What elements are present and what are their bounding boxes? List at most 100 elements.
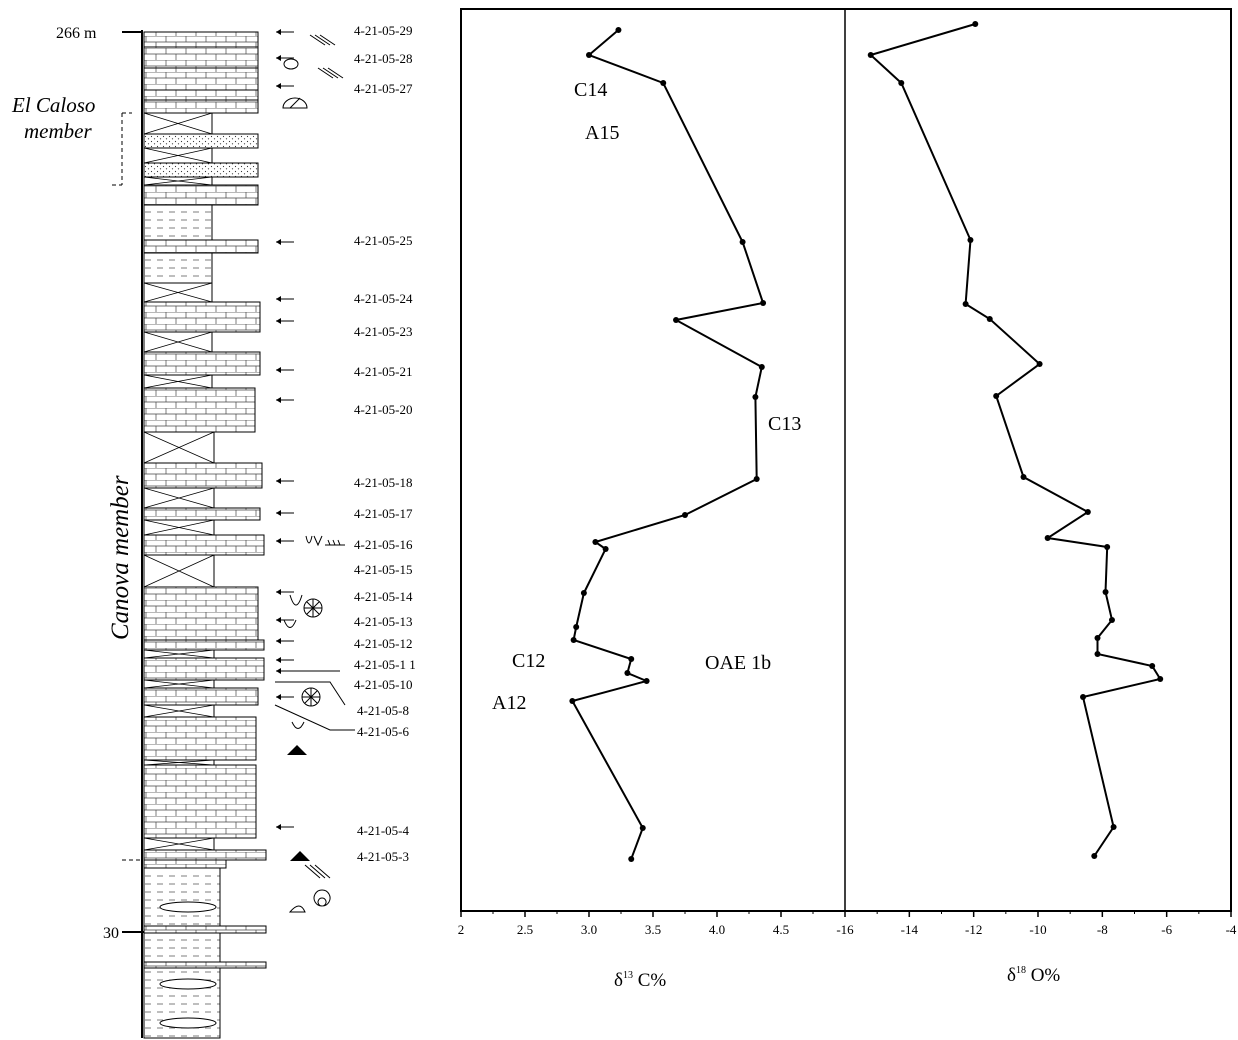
data-point: [570, 637, 577, 643]
covered-interval-cross: [143, 679, 215, 689]
data-point: [573, 624, 580, 630]
data-point: [760, 300, 767, 306]
plant-fragment-icon: [325, 539, 345, 546]
data-point: [628, 856, 635, 862]
connector-line: [275, 681, 346, 706]
data-point: [1020, 474, 1027, 480]
data-point: [602, 546, 609, 552]
sample-arrows: [276, 29, 340, 830]
bed-limestone: [143, 925, 267, 934]
lamination-icon: [317, 67, 344, 79]
sample-arrow-head: [276, 638, 281, 644]
bed-limestone: [143, 89, 259, 101]
hiatus-triangle-icon: [290, 851, 310, 861]
data-point: [867, 52, 874, 58]
sample-arrow-head: [276, 296, 281, 302]
data-point: [1110, 824, 1117, 830]
data-point: [986, 316, 993, 322]
burrow-icon: [291, 721, 305, 729]
data-point: [967, 237, 974, 243]
data-point: [1036, 361, 1043, 367]
bed-limestone: [143, 687, 259, 706]
covered-interval-cross: [143, 519, 215, 536]
carbon-axis-label: δ13 C%: [614, 970, 666, 991]
covered-interval-cross: [143, 176, 213, 186]
bed-limestone: [143, 639, 265, 651]
bivalve-icon: [288, 905, 306, 913]
sample-arrow-head: [276, 510, 281, 516]
data-point: [753, 476, 760, 482]
x-tick-label: -8: [1097, 922, 1108, 937]
covered-interval-cross: [143, 837, 215, 851]
sample-label: 4-21-05-13: [354, 614, 413, 629]
data-point: [1084, 509, 1091, 515]
x-tick-label: 3.0: [581, 922, 597, 937]
data-point: [962, 301, 969, 307]
covered-interval-cross: [143, 282, 213, 303]
data-point: [580, 590, 587, 596]
covered-interval-cross: [143, 554, 215, 588]
oxygen-x-axis: -16 -14 -12 -10 -8 -6 -4: [836, 911, 1237, 937]
el-caloso-label-1: El Caloso: [11, 93, 95, 117]
covered-interval-cross: [143, 487, 215, 509]
data-point: [1044, 535, 1051, 541]
x-tick-label: 4.5: [773, 922, 789, 937]
sample-labels: 4-21-05-29 4-21-05-28 4-21-05-27 4-21-05-25…: [354, 23, 416, 864]
ammonite-icon: [313, 889, 331, 907]
connector-line: [274, 704, 355, 731]
data-point: [993, 393, 1000, 399]
x-tick-label: -6: [1161, 922, 1172, 937]
el-caloso-label-2: member: [24, 119, 92, 143]
sample-label: 4-21-05-24: [354, 291, 413, 306]
bed-limestone: [143, 849, 267, 861]
x-tick-label: 4.0: [709, 922, 725, 937]
sample-label: 4-21-05-28: [354, 51, 413, 66]
sample-label: 4-21-05-1 1: [354, 657, 416, 672]
bed-limestone: [143, 764, 257, 839]
covered-interval-cross: [143, 649, 215, 659]
log-beds: [143, 31, 267, 1039]
data-point: [615, 27, 622, 33]
series-line: [868, 23, 1162, 857]
annotation-a15: A15: [585, 122, 619, 144]
sample-label: 4-21-05-15: [354, 562, 413, 577]
covered-interval-cross: [143, 112, 213, 135]
data-point: [628, 656, 635, 662]
covered-interval-cross: [143, 331, 213, 353]
covered-interval-cross: [143, 374, 213, 389]
data-point: [1094, 651, 1101, 657]
data-point: [1094, 635, 1101, 641]
lamination-icon: [304, 864, 331, 879]
fossil-symbols: [274, 34, 355, 913]
sample-label: 4-21-05-4: [357, 823, 409, 838]
nodule-icon: [159, 978, 217, 990]
burrow-icon: [305, 535, 323, 547]
echinoid-icon: [304, 599, 322, 617]
bed-limestone: [143, 387, 256, 433]
nodule-icon: [159, 901, 217, 913]
annotation-c14: C14: [574, 79, 607, 101]
sample-arrow-head: [276, 617, 281, 623]
sample-label: 4-21-05-25: [354, 233, 413, 248]
data-point: [1102, 589, 1109, 595]
bed-limestone: [143, 67, 259, 91]
annotation-c13: C13: [768, 413, 801, 435]
sample-label: 4-21-05-10: [354, 677, 413, 692]
data-point: [639, 825, 646, 831]
echinoid-icon: [302, 688, 320, 706]
data-point: [1157, 676, 1164, 682]
annotation-a12: A12: [492, 692, 526, 714]
depth-label-top: 266 m: [56, 25, 97, 42]
data-point: [673, 317, 680, 323]
bed-sandstone: [143, 162, 259, 178]
data-point: [972, 21, 979, 27]
sample-label: 4-21-05-27: [354, 81, 413, 96]
sample-arrow-head: [276, 29, 281, 35]
data-point: [592, 539, 599, 545]
bed-marl: [143, 932, 221, 963]
sample-label: 4-21-05-17: [354, 506, 413, 521]
sample-arrow-head: [276, 55, 281, 61]
data-point: [682, 512, 688, 518]
x-tick-label: -10: [1029, 922, 1046, 937]
